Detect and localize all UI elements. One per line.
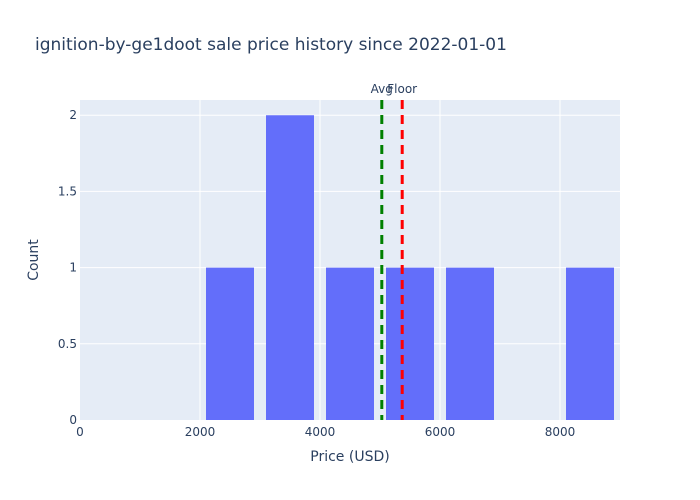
x-tick-label: 8000 — [545, 425, 576, 439]
x-axis-label: Price (USD) — [310, 449, 389, 465]
histogram-bar — [566, 267, 614, 420]
y-axis-ticks: 0 0.5 1 1.5 2 — [58, 108, 77, 427]
y-tick-label: 1 — [69, 261, 77, 275]
histogram-bar — [206, 267, 254, 420]
histogram-bar — [326, 267, 374, 420]
bars — [206, 115, 614, 420]
x-tick-label: 2000 — [185, 425, 216, 439]
x-tick-label: 6000 — [425, 425, 456, 439]
x-tick-label: 4000 — [305, 425, 336, 439]
avg-label: Avg — [371, 82, 393, 96]
chart-title: ignition-by-ge1doot sale price history s… — [35, 35, 507, 55]
x-tick-label: 0 — [76, 425, 84, 439]
floor-label: Floor — [387, 82, 417, 96]
y-tick-label: 2 — [69, 108, 77, 122]
x-axis-ticks: 0 2000 4000 6000 8000 — [76, 425, 575, 439]
y-tick-label: 0 — [69, 413, 77, 427]
y-axis-label: Count — [26, 239, 42, 281]
histogram-bar — [446, 267, 494, 420]
histogram-bar — [386, 267, 434, 420]
y-tick-label: 1.5 — [58, 184, 77, 198]
histogram-bar — [266, 115, 314, 420]
y-tick-label: 0.5 — [58, 337, 77, 351]
